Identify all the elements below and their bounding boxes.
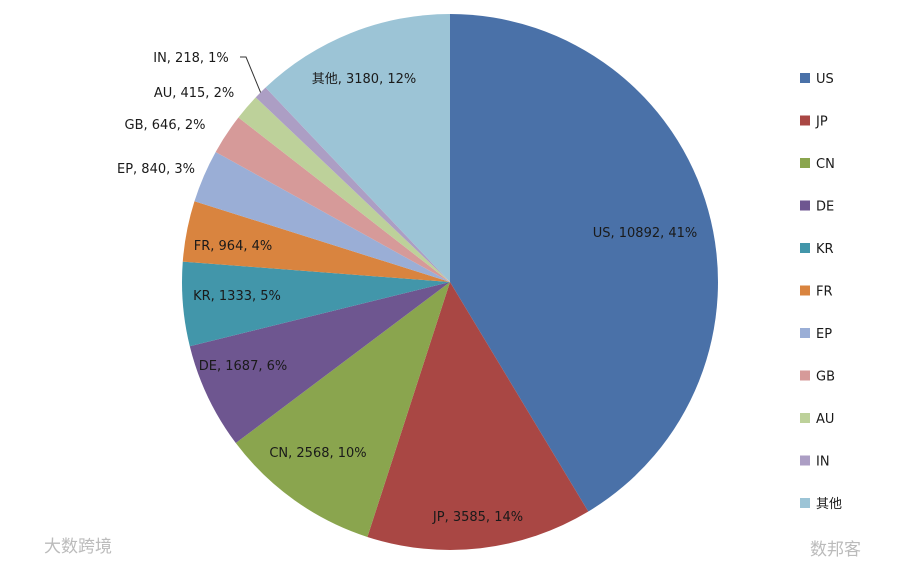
legend-label-其他: 其他 bbox=[816, 497, 842, 512]
data-label-EP: EP, 840, 3% bbox=[117, 162, 195, 177]
legend-label-DE: DE bbox=[816, 200, 834, 215]
legend-label-IN: IN bbox=[816, 455, 830, 470]
legend-label-KR: KR bbox=[816, 242, 834, 257]
legend-swatch-DE bbox=[800, 200, 810, 211]
data-label-US: US, 10892, 41% bbox=[593, 226, 698, 241]
legend-label-US: US bbox=[816, 72, 834, 87]
data-label-KR: KR, 1333, 5% bbox=[193, 289, 281, 304]
pie-slice-GB bbox=[215, 117, 450, 282]
legend-swatch-AU bbox=[800, 413, 810, 423]
pie-slice-US bbox=[450, 14, 718, 512]
legend-label-AU: AU bbox=[816, 412, 834, 427]
pie-slice-AU bbox=[238, 97, 450, 282]
legend-label-EP: EP bbox=[816, 327, 832, 342]
watermark-right: 数邦客 bbox=[810, 540, 861, 560]
data-label-DE: DE, 1687, 6% bbox=[199, 359, 287, 374]
data-label-FR: FR, 964, 4% bbox=[194, 239, 272, 254]
pie-slice-KR bbox=[181, 261, 450, 347]
data-label-AU: AU, 415, 2% bbox=[154, 86, 234, 101]
legend-swatch-US bbox=[800, 73, 810, 83]
pie-slice-DE bbox=[189, 282, 450, 444]
data-label-JP: JP, 3585, 14% bbox=[432, 510, 523, 525]
legend-swatch-KR bbox=[800, 243, 810, 253]
data-label-其他: 其他, 3180, 12% bbox=[312, 72, 417, 87]
legend: US JP CN DE KR FR EP GB AU IN 其他 bbox=[800, 72, 842, 512]
data-label-CN: CN, 2568, 10% bbox=[269, 446, 366, 461]
pie-slice-IN bbox=[255, 87, 450, 282]
pie-slice-JP bbox=[367, 282, 589, 550]
legend-label-CN: CN bbox=[816, 157, 835, 172]
pie-slice-其他 bbox=[265, 14, 450, 282]
pie-slice-CN bbox=[235, 282, 450, 537]
legend-label-JP: JP bbox=[815, 115, 828, 130]
leader-line-IN bbox=[240, 56, 262, 93]
pie-slice-EP bbox=[194, 151, 450, 282]
legend-label-FR: FR bbox=[816, 285, 833, 300]
legend-swatch-其他 bbox=[800, 498, 810, 508]
pie-slice-FR bbox=[182, 201, 450, 282]
legend-swatch-GB bbox=[800, 370, 810, 381]
legend-swatch-EP bbox=[800, 328, 810, 338]
legend-swatch-CN bbox=[800, 158, 810, 168]
legend-swatch-FR bbox=[800, 285, 810, 296]
legend-swatch-IN bbox=[800, 455, 810, 466]
legend-label-GB: GB bbox=[816, 370, 835, 385]
data-label-IN: IN, 218, 1% bbox=[153, 51, 229, 66]
data-label-GB: GB, 646, 2% bbox=[125, 118, 206, 133]
legend-swatch-JP bbox=[800, 115, 810, 126]
watermark-left: 大数跨境 bbox=[44, 537, 112, 557]
